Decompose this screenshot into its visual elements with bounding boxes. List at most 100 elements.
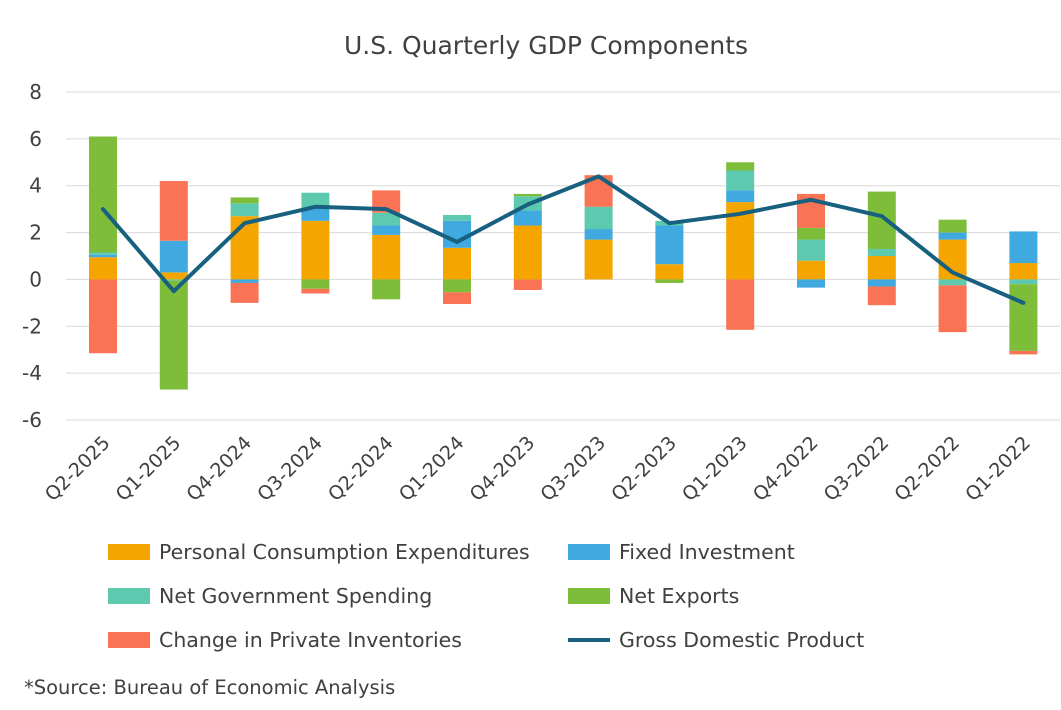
bar-change-in-private-inventories bbox=[443, 292, 471, 305]
legend-label: Fixed Investment bbox=[619, 540, 795, 564]
bar-net-government-spending bbox=[726, 170, 755, 191]
x-tick-label: Q2-2025 bbox=[41, 432, 115, 506]
bar-personal-consumption-expenditures bbox=[797, 260, 825, 280]
bar-fixed-investment bbox=[726, 190, 755, 203]
bar-net-government-spending bbox=[797, 239, 825, 261]
legend-swatch bbox=[108, 544, 150, 560]
y-tick-label: 2 bbox=[29, 221, 42, 245]
x-tick-label: Q4-2023 bbox=[466, 432, 540, 506]
x-axis-ticks: Q2-2025Q1-2025Q4-2024Q3-2024Q2-2024Q1-20… bbox=[41, 432, 1035, 506]
gdp-line-layer bbox=[101, 174, 1026, 305]
legend-swatch bbox=[568, 588, 610, 604]
y-tick-label: 6 bbox=[29, 127, 42, 151]
y-tick-label: 8 bbox=[29, 80, 42, 104]
chart-title: U.S. Quarterly GDP Components bbox=[344, 31, 748, 60]
bar-personal-consumption-expenditures bbox=[301, 220, 330, 280]
bar-change-in-private-inventories bbox=[726, 279, 755, 330]
bar-change-in-private-inventories bbox=[159, 181, 188, 241]
legend-swatch bbox=[568, 544, 610, 560]
bar-net-exports bbox=[301, 279, 330, 289]
bar-change-in-private-inventories bbox=[938, 285, 967, 333]
bar-fixed-investment bbox=[655, 225, 684, 265]
y-axis-ticks: -6 -4 -2 0 2 4 6 8 bbox=[22, 80, 42, 432]
bar-personal-consumption-expenditures bbox=[655, 264, 684, 280]
bar-net-exports bbox=[1009, 284, 1038, 351]
bar-fixed-investment bbox=[372, 225, 401, 235]
bar-net-government-spending bbox=[230, 203, 259, 217]
bar-change-in-private-inventories bbox=[89, 279, 117, 354]
bar-fixed-investment bbox=[89, 254, 117, 258]
bar-net-exports bbox=[159, 280, 188, 390]
bar-personal-consumption-expenditures bbox=[159, 272, 188, 280]
x-tick-label: Q2-2023 bbox=[607, 432, 681, 506]
bar-change-in-private-inventories bbox=[1009, 350, 1038, 355]
gridlines bbox=[66, 91, 1060, 421]
bar-fixed-investment bbox=[1009, 231, 1038, 264]
bar-net-government-spending bbox=[1009, 279, 1038, 285]
bar-change-in-private-inventories bbox=[513, 279, 542, 290]
legend-label: Net Exports bbox=[619, 584, 739, 608]
bar-fixed-investment bbox=[301, 207, 330, 221]
bar-personal-consumption-expenditures bbox=[443, 247, 471, 280]
bar-change-in-private-inventories bbox=[301, 288, 330, 294]
bar-fixed-investment bbox=[230, 279, 259, 283]
legend-label: Gross Domestic Product bbox=[619, 628, 864, 652]
bar-change-in-private-inventories bbox=[230, 282, 259, 303]
bar-net-exports bbox=[230, 197, 259, 204]
y-tick-label: 4 bbox=[29, 174, 42, 198]
y-tick-label: -6 bbox=[22, 408, 42, 432]
y-tick-label: 0 bbox=[29, 267, 42, 291]
x-tick-label: Q1-2023 bbox=[678, 432, 752, 506]
x-tick-label: Q1-2025 bbox=[112, 432, 186, 506]
bar-fixed-investment bbox=[938, 232, 967, 240]
bar-net-exports bbox=[443, 279, 471, 293]
x-tick-label: Q2-2022 bbox=[890, 432, 964, 506]
bar-fixed-investment bbox=[584, 229, 613, 240]
y-tick-label: -2 bbox=[22, 314, 42, 338]
bar-personal-consumption-expenditures bbox=[1009, 263, 1038, 280]
bar-net-government-spending bbox=[938, 279, 967, 286]
x-tick-label: Q4-2022 bbox=[749, 432, 823, 506]
bar-personal-consumption-expenditures bbox=[867, 256, 896, 280]
bar-fixed-investment bbox=[513, 210, 542, 226]
bar-net-government-spending bbox=[443, 215, 471, 221]
bar-fixed-investment bbox=[797, 279, 825, 288]
legend-label: Net Government Spending bbox=[159, 584, 432, 608]
bar-net-exports bbox=[797, 227, 825, 240]
bar-personal-consumption-expenditures bbox=[513, 225, 542, 280]
bar-fixed-investment bbox=[867, 279, 896, 287]
gdp-line bbox=[101, 174, 1026, 305]
x-tick-label: Q2-2024 bbox=[324, 432, 398, 506]
legend-label: Change in Private Inventories bbox=[159, 628, 462, 652]
x-tick-label: Q1-2022 bbox=[961, 432, 1035, 506]
legend-swatch bbox=[108, 632, 150, 648]
bar-change-in-private-inventories bbox=[867, 286, 896, 306]
bar-fixed-investment bbox=[159, 240, 188, 273]
bars bbox=[89, 136, 1038, 390]
source-footnote: *Source: Bureau of Economic Analysis bbox=[24, 676, 395, 699]
bar-net-government-spending bbox=[584, 206, 613, 230]
bar-net-exports bbox=[513, 193, 542, 197]
bar-net-exports bbox=[726, 162, 755, 171]
y-tick-label: -4 bbox=[22, 361, 42, 385]
bar-net-exports bbox=[89, 136, 117, 253]
bar-personal-consumption-expenditures bbox=[230, 216, 259, 280]
bar-net-exports bbox=[938, 219, 967, 233]
bar-net-exports bbox=[655, 279, 684, 283]
x-tick-label: Q4-2024 bbox=[182, 432, 256, 506]
legend: Personal Consumption Expenditures Fixed I… bbox=[108, 540, 864, 652]
x-tick-label: Q3-2023 bbox=[536, 432, 610, 506]
bar-net-government-spending bbox=[867, 248, 896, 256]
bar-net-exports bbox=[867, 191, 896, 249]
bar-net-government-spending bbox=[89, 252, 117, 255]
bar-personal-consumption-expenditures bbox=[89, 257, 117, 280]
bar-personal-consumption-expenditures bbox=[372, 234, 401, 280]
x-tick-label: Q3-2024 bbox=[253, 432, 327, 506]
bar-net-government-spending bbox=[301, 192, 330, 208]
bar-personal-consumption-expenditures bbox=[584, 239, 613, 280]
bar-net-exports bbox=[372, 279, 401, 300]
bar-net-government-spending bbox=[372, 212, 401, 226]
x-tick-label: Q1-2024 bbox=[395, 432, 469, 506]
